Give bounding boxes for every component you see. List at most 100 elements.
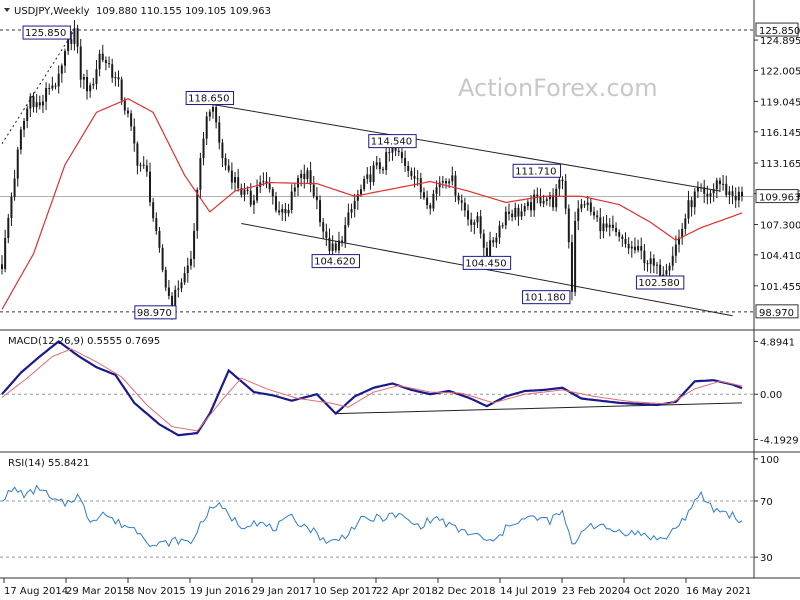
candle-body <box>4 238 7 269</box>
candle-body <box>164 269 167 288</box>
candle-body <box>696 187 699 192</box>
price-candle <box>234 172 237 191</box>
candle-body <box>136 143 139 166</box>
candle-body <box>126 110 129 114</box>
price-candle <box>615 222 618 237</box>
price-candle <box>306 167 309 183</box>
candle-body <box>454 175 457 196</box>
price-candle <box>741 186 743 202</box>
candle-body <box>145 165 148 172</box>
price-candle <box>117 70 120 87</box>
macd-tick-label: -4.1929 <box>760 435 799 446</box>
candle-body <box>284 208 287 214</box>
price-candle <box>319 195 322 227</box>
candle-body <box>89 85 92 92</box>
candle-body <box>35 102 38 108</box>
price-candle <box>429 202 432 215</box>
candle-body <box>507 211 510 214</box>
candle-body <box>7 217 10 239</box>
macd-title: MACD(12,26,9) 0.5555 0.7695 <box>8 336 160 347</box>
price-candle <box>681 222 684 245</box>
price-candle <box>227 159 230 173</box>
candle-body <box>703 187 706 194</box>
price-candle <box>548 192 551 207</box>
price-candle <box>501 222 504 229</box>
chart-menu-triangle-icon[interactable] <box>4 8 10 12</box>
price-candle <box>79 38 82 88</box>
candle-body <box>470 219 473 225</box>
candle-body <box>668 265 671 271</box>
price-candle <box>633 237 636 254</box>
price-candle <box>369 166 372 190</box>
candle-body <box>92 83 95 86</box>
price-candle <box>671 246 674 271</box>
candle-body <box>274 196 277 211</box>
price-pane: 124.895122.005119.045116.145113.165110.2… <box>0 19 800 320</box>
macd-line <box>1 340 743 437</box>
price-tick-label: 122.005 <box>760 66 800 77</box>
candle-body <box>665 270 668 275</box>
candle-body <box>583 204 586 206</box>
candle-body <box>315 196 318 201</box>
candle-body <box>117 77 120 80</box>
price-candle <box>668 262 671 276</box>
current-price-label: 109.963 <box>759 193 800 204</box>
price-candle <box>237 168 240 192</box>
annotation-box <box>368 134 417 149</box>
price-candle <box>627 237 630 255</box>
candle-body <box>693 191 696 208</box>
candle-body <box>627 244 630 249</box>
price-candle <box>463 197 466 217</box>
candle-body <box>208 111 211 117</box>
annotation-label: 101.180 <box>525 293 566 304</box>
rsi-tick-label: 100 <box>760 455 779 466</box>
price-candle <box>252 194 255 214</box>
candle-body <box>334 243 337 251</box>
candle-body <box>545 199 548 201</box>
candle-body <box>501 225 504 227</box>
candle-body <box>32 96 35 108</box>
price-candle <box>274 191 277 213</box>
price-candle <box>164 266 167 292</box>
candle-body <box>202 138 205 159</box>
candle-body <box>196 189 199 231</box>
candle-body <box>215 107 218 123</box>
price-candle <box>649 251 652 274</box>
candle-body <box>429 205 432 209</box>
candle-body <box>391 145 394 153</box>
price-candle <box>126 107 129 118</box>
price-candle <box>86 69 89 100</box>
time-tick-label: 29 Jan 2017 <box>252 586 312 597</box>
price-candle <box>328 228 331 256</box>
candle-body <box>630 246 633 249</box>
price-candle <box>605 214 608 232</box>
candle-body <box>234 177 237 183</box>
price-candle <box>130 110 133 131</box>
candle-body <box>139 164 142 166</box>
candle-body <box>224 158 227 166</box>
candle-body <box>567 208 570 243</box>
candle-body <box>278 210 281 213</box>
candle-body <box>504 211 507 226</box>
candle-body <box>322 222 325 232</box>
candle-body <box>615 227 618 233</box>
price-candle <box>564 174 567 215</box>
candle-body <box>467 210 470 220</box>
channel-trendline <box>209 103 721 192</box>
price-candle <box>167 279 170 300</box>
candle-body <box>523 206 526 212</box>
candle-body <box>435 187 438 194</box>
price-candle <box>23 117 26 138</box>
rsi-tick-label: 30 <box>760 553 773 564</box>
candle-body <box>79 46 82 80</box>
candle-body <box>287 210 290 214</box>
candle-body <box>608 224 611 228</box>
candle-body <box>331 243 334 251</box>
price-candle <box>470 212 473 232</box>
macd-tick-label: 0.00 <box>760 390 782 401</box>
price-candle <box>1 255 3 275</box>
ohlc-header: 109.880 110.155 109.105 109.963 <box>96 6 271 17</box>
candle-body <box>445 181 447 184</box>
candle-body <box>319 200 322 223</box>
annotation-label: 102.580 <box>638 278 679 289</box>
